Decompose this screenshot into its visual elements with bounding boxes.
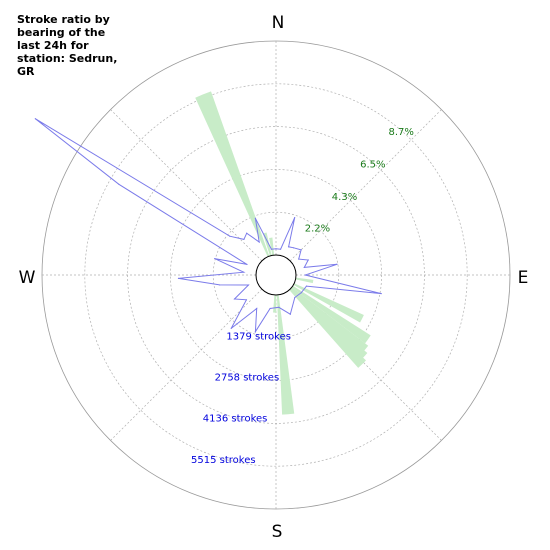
strokes-point-30 [34,118,36,120]
percent-tick-label: 4.3% [332,192,357,203]
strokes-point-21 [245,299,248,301]
ratio-bar-9 [276,294,295,415]
strokes-point-14 [294,296,296,299]
strokes-point-24 [219,284,221,286]
strokes-point-5 [300,249,302,251]
axis-labels: N E S W 2.2% 4.3% 6.5% 8.7% 1379 strokes 2758 str… [19,13,529,542]
chart-title: Stroke ratio by bearing of the last 24h … [17,13,118,78]
percent-tick-label: 6.5% [360,160,385,171]
direction-label-n: N [272,13,285,33]
center-hub [255,254,297,296]
strokes-point-26 [243,271,245,273]
strokes-point-34 [258,241,260,243]
ratio-bar-0 [195,91,270,257]
strokes-point-7 [307,259,309,261]
strokes-point-8 [303,266,305,269]
strokes-point-0 [275,248,277,250]
ratio-bar-4 [293,283,364,323]
strokes-point-19 [256,307,258,310]
strokes-point-23 [247,284,250,286]
strokes-tick-label: 2758 strokes [215,373,280,384]
strokes-point-25 [177,277,180,280]
strokes-point-29 [118,183,120,185]
strokes-point-12 [305,285,308,287]
strokes-point-1 [279,248,282,250]
ratio-bar-1 [262,232,272,256]
strokes-point-32 [243,238,245,240]
strokes-point-35 [254,217,256,219]
grid-ring-4 [84,83,468,467]
ratio-bar-8 [289,288,366,368]
strokes-point-11 [380,292,382,295]
strokes-point-33 [246,232,248,234]
ratio-bar-2 [269,237,275,256]
direction-label-w: W [19,268,36,288]
ratio-bar-5 [291,285,371,344]
strokes-point-27 [214,257,216,260]
strokes-point-36 [270,248,273,250]
strokes-point-4 [293,247,295,249]
strokes-tick-label: 4136 strokes [203,414,268,425]
ratio-bar-3 [295,277,314,284]
strokes-point-17 [269,307,271,310]
ratio-bar-7 [290,287,368,361]
ratio-bar-6 [290,287,369,354]
percent-tick-label: 2.2% [305,223,330,234]
strokes-point-10 [304,274,306,276]
strokes-tick-label: 5515 strokes [191,455,256,466]
strokes-point-18 [254,331,256,333]
strokes-point-3 [287,246,290,248]
grid-spoke-45 [289,109,442,262]
strokes-point-15 [289,313,291,315]
strokes-point-28 [246,263,248,266]
strokes-point-16 [278,306,280,308]
strokes-tick-label: 1379 strokes [226,331,291,342]
direction-label-e: E [518,268,529,288]
strokes-point-13 [300,292,302,294]
percent-tick-label: 8.7% [388,127,413,138]
strokes-point-20 [230,327,232,329]
ratio-bars [195,91,371,415]
strokes-point-2 [294,217,296,219]
strokes-line-series [34,118,382,334]
strokes-point-31 [229,235,231,237]
strokes-line [34,118,382,334]
strokes-point-22 [233,298,236,300]
strokes-point-6 [298,258,300,260]
direction-label-s: S [272,522,283,542]
ratio-bar-10 [273,294,277,313]
strokes-point-9 [336,263,338,265]
